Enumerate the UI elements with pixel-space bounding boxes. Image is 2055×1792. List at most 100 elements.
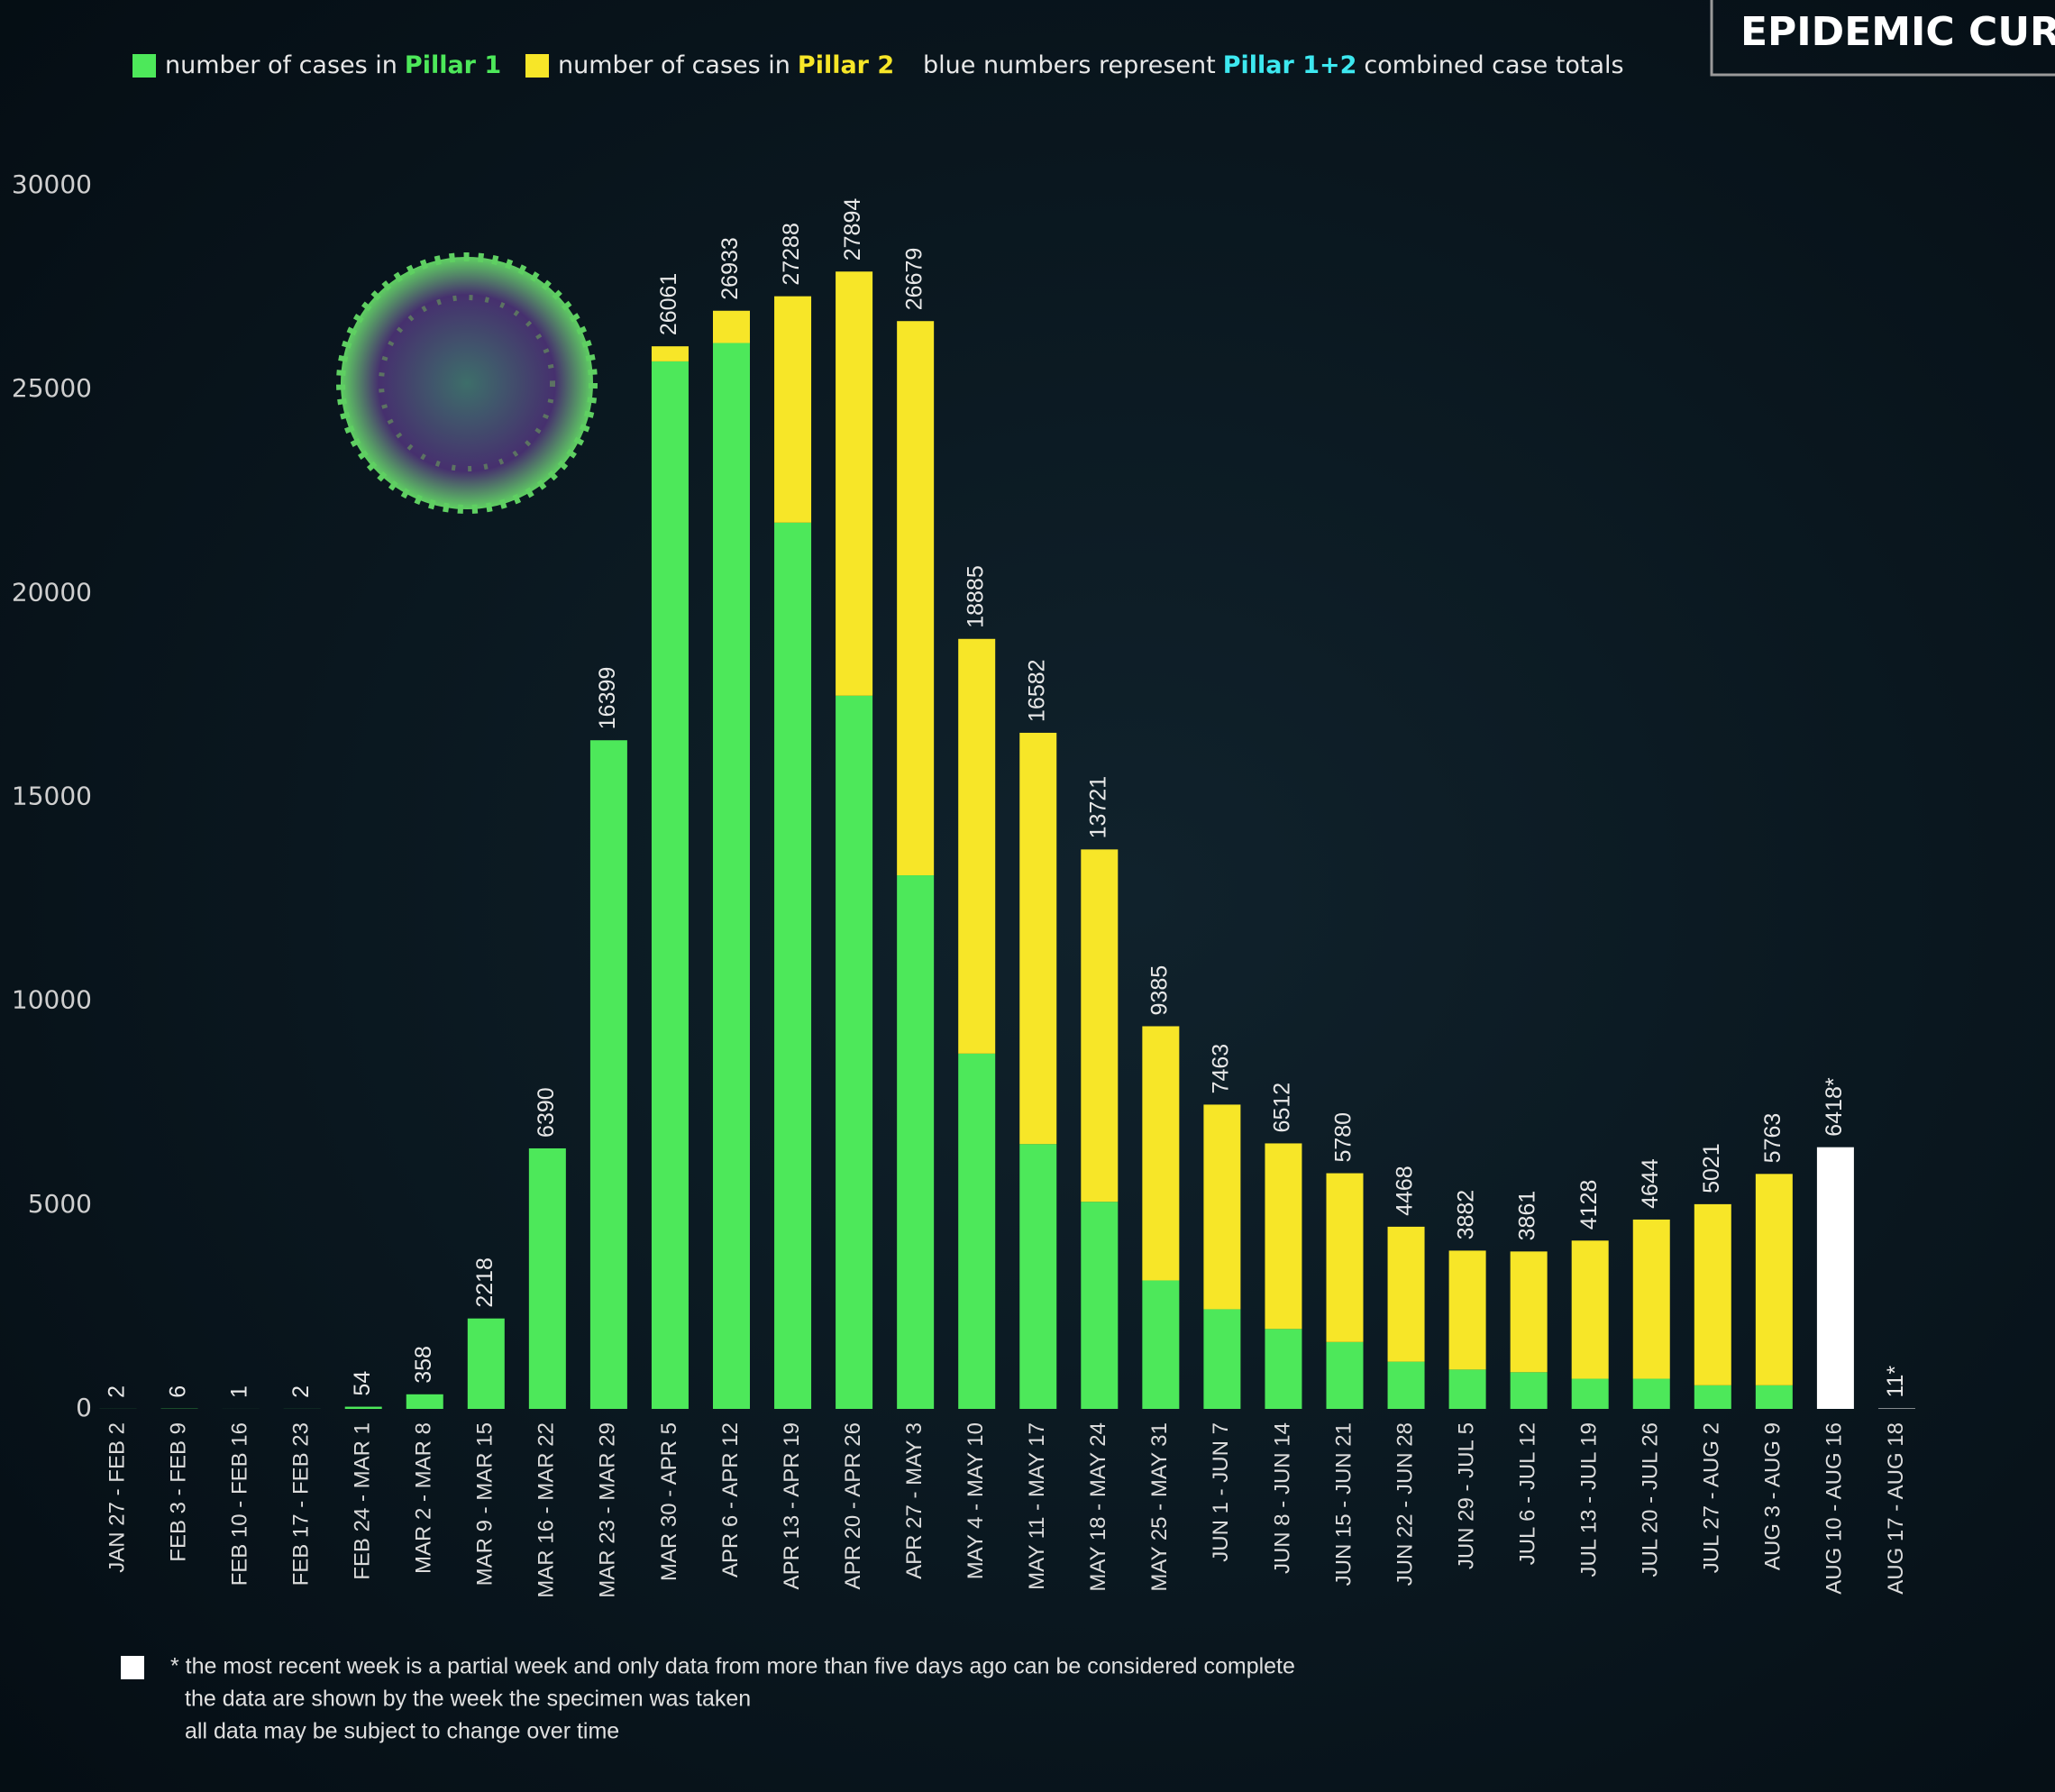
x-tick-label: FEB 3 - FEB 9 [166, 1422, 190, 1562]
x-tick-label: JUN 1 - JUN 7 [1209, 1422, 1233, 1562]
x-tick-label: JAN 27 - FEB 2 [105, 1422, 129, 1573]
x-tick-label: APR 13 - APR 19 [780, 1422, 804, 1589]
total-label: 6390 [534, 1087, 559, 1138]
bar-segment [1387, 1361, 1425, 1409]
bar-segment [1326, 1173, 1364, 1342]
x-tick-label: MAR 16 - MAR 22 [534, 1422, 559, 1598]
y-tick-label: 25000 [12, 373, 92, 403]
bar-segment [1019, 1144, 1057, 1409]
x-tick-label: MAR 9 - MAR 15 [473, 1422, 498, 1586]
legend-swatch [525, 54, 549, 78]
y-tick-label: 20000 [12, 577, 92, 607]
total-label: 1 [227, 1385, 252, 1398]
bar-segment [897, 321, 935, 876]
bar-segment [1203, 1104, 1241, 1310]
bar-segment [1326, 1341, 1364, 1409]
bar-segment [1448, 1250, 1486, 1370]
x-tick-label: AUG 3 - AUG 9 [1761, 1422, 1786, 1570]
x-tick-label: JUN 22 - JUN 28 [1393, 1422, 1417, 1586]
note-prefix: blue numbers represent [923, 51, 1216, 79]
bar-segment [897, 875, 935, 1409]
x-tick-label: APR 20 - APR 26 [841, 1422, 865, 1589]
virus-image [336, 252, 598, 514]
bar-segment [1755, 1174, 1793, 1385]
total-label: 16399 [595, 667, 620, 730]
bar-segment [651, 361, 689, 1410]
x-tick-label: FEB 10 - FEB 16 [227, 1422, 251, 1586]
x-tick-label: APR 27 - MAY 3 [902, 1422, 927, 1579]
bar-segment [1142, 1026, 1180, 1281]
total-label: 5763 [1760, 1113, 1786, 1164]
total-label: 2218 [472, 1257, 498, 1308]
total-label: 9385 [1146, 965, 1172, 1016]
y-tick-label: 15000 [12, 782, 92, 811]
total-label: 3861 [1515, 1191, 1540, 1241]
total-label: 7463 [1209, 1044, 1234, 1094]
total-label: 26933 [717, 237, 743, 300]
bar-segment [1571, 1378, 1609, 1409]
x-tick-label: JUL 20 - JUL 26 [1639, 1422, 1663, 1577]
x-tick-label: MAY 25 - MAY 31 [1147, 1422, 1172, 1592]
bar-segment [651, 346, 689, 361]
bar-segment [1755, 1385, 1793, 1409]
x-tick-label: JUL 13 - JUL 19 [1577, 1422, 1602, 1577]
bar-segment [1387, 1226, 1425, 1362]
x-tick-label: MAY 11 - MAY 17 [1025, 1422, 1049, 1590]
total-label: 18885 [963, 565, 988, 628]
total-label: 4468 [1393, 1166, 1418, 1216]
bar-segment [1265, 1143, 1302, 1330]
x-tick-label: JUN 29 - JUL 5 [1454, 1422, 1478, 1569]
total-label: 6512 [1270, 1083, 1295, 1133]
x-tick-label: AUG 17 - AUG 18 [1884, 1422, 1908, 1595]
bar-segment [958, 1053, 996, 1409]
x-tick-label: APR 6 - APR 12 [718, 1422, 743, 1577]
total-label: 27894 [840, 198, 865, 261]
bar-segment [774, 296, 812, 523]
x-tick-label: MAR 30 - APR 5 [657, 1422, 681, 1581]
bar-segment [528, 1147, 566, 1409]
x-tick-label: MAR 23 - MAR 29 [596, 1422, 620, 1598]
footnote: all data may be subject to change over t… [185, 1719, 619, 1744]
bar-segment [1019, 732, 1057, 1145]
legend-name: Pillar 2 [798, 51, 894, 79]
bar-segment [1510, 1251, 1548, 1373]
legend-prefix: number of cases in [165, 51, 397, 79]
x-tick-label: MAY 18 - MAY 24 [1086, 1422, 1110, 1592]
x-tick-label: MAY 4 - MAY 10 [964, 1422, 988, 1579]
bar-segment [1632, 1378, 1670, 1409]
total-label: 26679 [901, 248, 927, 311]
bar-segment [467, 1318, 505, 1409]
bar-segment [1632, 1219, 1670, 1379]
bar-segment [1510, 1372, 1548, 1409]
bar-segment [713, 310, 750, 343]
y-tick-label: 10000 [12, 985, 92, 1015]
total-label: 26061 [656, 273, 681, 336]
note-highlight: Pillar 1+2 [1223, 51, 1357, 79]
bar-segment [1265, 1329, 1302, 1409]
total-label: 2 [288, 1385, 314, 1398]
total-label: 11* [1883, 1366, 1908, 1398]
legend-note: blue numbers represent Pillar 1+2 combined… [923, 51, 1624, 79]
bar-segment [713, 343, 750, 1409]
bar-segment [836, 695, 873, 1409]
y-tick-label: 30000 [12, 169, 92, 199]
total-label: 16582 [1024, 659, 1049, 722]
total-label: 5780 [1331, 1112, 1356, 1163]
bar-segment [1571, 1240, 1609, 1379]
total-label: 6418* [1822, 1077, 1847, 1137]
bar-segment [1142, 1280, 1180, 1409]
bar-segment [1081, 1202, 1119, 1409]
x-tick-label: AUG 10 - AUG 16 [1822, 1422, 1847, 1595]
partial-week-marker [121, 1656, 144, 1679]
bar-segment [1816, 1147, 1854, 1409]
title-box [1710, 0, 2055, 77]
total-label: 13721 [1085, 776, 1110, 839]
legend-entry: number of cases in Pillar 2 [558, 51, 894, 79]
bar-segment [774, 522, 812, 1409]
y-tick-label: 0 [76, 1393, 92, 1422]
total-label: 5021 [1699, 1143, 1724, 1193]
bar-segment [836, 271, 873, 696]
legend-entry: number of cases in Pillar 1 [165, 51, 501, 79]
x-tick-label: JUN 8 - JUN 14 [1270, 1422, 1294, 1574]
